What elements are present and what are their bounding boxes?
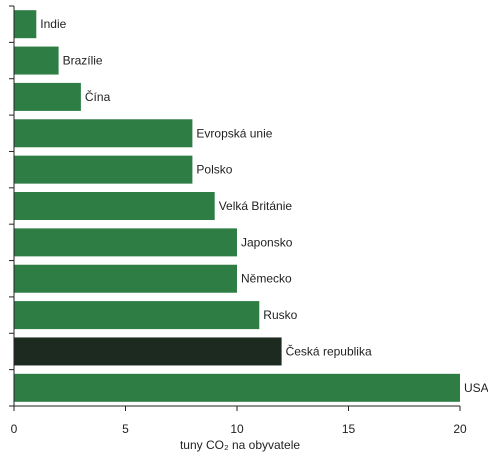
bar-label: Velká Británie bbox=[219, 199, 293, 213]
bar-labels-group: Indie Brazílie Čína Evropská unie Polsko Velk… bbox=[40, 17, 488, 395]
bar bbox=[14, 46, 59, 75]
y-ticks-group bbox=[9, 5, 14, 407]
x-tick-label: 10 bbox=[230, 422, 244, 436]
bar bbox=[14, 82, 81, 111]
bar bbox=[14, 155, 193, 184]
x-axis-title: tuny CO₂ na obyvatele bbox=[180, 438, 300, 452]
bar-label: Rusko bbox=[263, 308, 297, 322]
x-tick-label: 20 bbox=[453, 422, 467, 436]
bar-label: Indie bbox=[40, 17, 66, 31]
bar-label: Brazílie bbox=[63, 54, 103, 68]
bars-group bbox=[14, 10, 460, 402]
bar bbox=[14, 10, 37, 39]
bar-label: Německo bbox=[241, 272, 292, 286]
bar bbox=[14, 301, 260, 330]
bar-label: Polsko bbox=[196, 163, 232, 177]
bar-label: Japonsko bbox=[241, 235, 293, 249]
bar bbox=[14, 228, 237, 257]
x-tick-label: 5 bbox=[122, 422, 129, 436]
bar bbox=[14, 264, 237, 293]
x-tick-label: 0 bbox=[11, 422, 18, 436]
bar-label: Evropská unie bbox=[196, 126, 272, 140]
x-tick-label: 15 bbox=[342, 422, 356, 436]
bar-label: Čína bbox=[85, 89, 111, 104]
bar-label: USA bbox=[464, 381, 488, 395]
bar bbox=[14, 337, 282, 366]
bar-label: Česká republika bbox=[286, 343, 372, 358]
bar bbox=[14, 192, 215, 220]
x-ticks-group: 0 5 10 15 20 bbox=[11, 406, 467, 436]
bar bbox=[14, 373, 460, 402]
bar bbox=[14, 119, 193, 148]
